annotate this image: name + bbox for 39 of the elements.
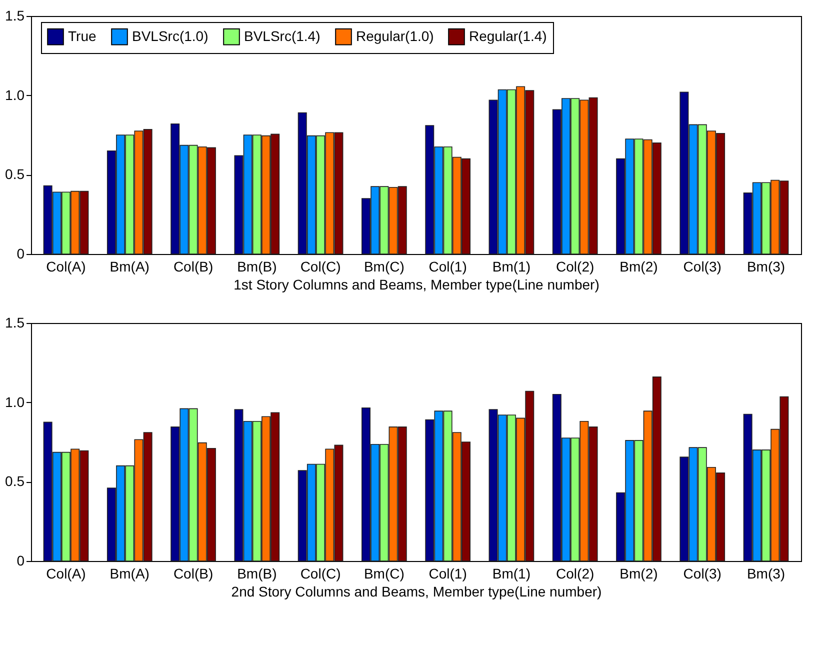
x-tick-label: Bm(1) xyxy=(492,566,531,582)
x-tick-label: Col(1) xyxy=(428,566,467,582)
y-tick-label: 1.5 xyxy=(5,8,25,24)
x-tick-label: Bm(B) xyxy=(237,566,277,582)
x-tick-label: Col(B) xyxy=(173,258,214,274)
y-tick-label: 0.5 xyxy=(5,473,25,490)
y-tick-label: 0.5 xyxy=(5,166,25,182)
x-axis-title: 1st Story Columns and Beams, Member type(Line number) xyxy=(234,276,600,292)
legend-label: True xyxy=(68,28,96,44)
x-tick-label: Bm(3) xyxy=(746,258,786,274)
x-tick-label: Col(2) xyxy=(556,566,594,582)
x-tick-label: Bm(A) xyxy=(110,566,150,582)
y-tick-label: 0 xyxy=(16,246,25,262)
x-tick-label: Bm(A) xyxy=(110,258,150,274)
x-tick-label: Bm(C) xyxy=(364,566,404,582)
legend-label: Regular(1.4) xyxy=(469,28,547,44)
y-tick-label: 0 xyxy=(16,552,25,568)
y-tick-label: 1.5 xyxy=(5,314,25,330)
x-tick-label: Col(A) xyxy=(46,258,86,274)
legend-label: BVLSrc(1.0) xyxy=(132,28,208,44)
x-tick-label: Col(C) xyxy=(300,258,341,274)
x-tick-label: Col(B) xyxy=(173,566,214,582)
x-tick-label: Col(3) xyxy=(683,258,722,274)
x-tick-label: Col(C) xyxy=(300,566,341,582)
x-tick-label: Bm(B) xyxy=(237,258,277,274)
legend-label: BVLSrc(1.4) xyxy=(244,28,320,44)
legend-label: Regular(1.0) xyxy=(356,28,434,44)
x-tick-label: Bm(1) xyxy=(492,258,531,274)
x-tick-label: Col(3) xyxy=(683,566,722,582)
x-tick-label: Col(2) xyxy=(556,258,594,274)
x-tick-label: Col(1) xyxy=(428,258,467,274)
x-tick-label: Bm(2) xyxy=(620,566,658,582)
x-tick-label: Bm(C) xyxy=(364,258,404,274)
y-tick-label: 1.0 xyxy=(5,394,25,410)
y-tick-label: 1.0 xyxy=(5,86,25,103)
x-tick-label: Bm(2) xyxy=(620,258,658,274)
x-tick-label: Bm(3) xyxy=(746,566,786,582)
x-axis-title: 2nd Story Columns and Beams, Member type(Line number) xyxy=(231,584,602,600)
x-tick-label: Col(A) xyxy=(46,566,86,582)
